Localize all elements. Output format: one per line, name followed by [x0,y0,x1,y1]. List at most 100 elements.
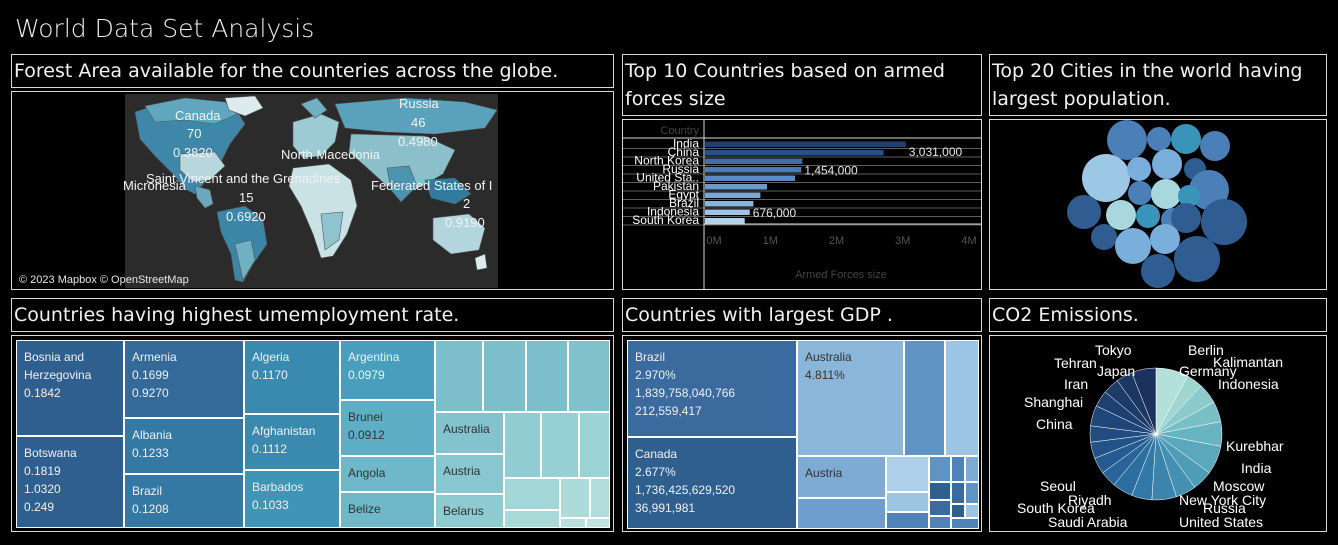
armed-forces-panel[interactable]: Country Armed Forces size India 3,031,000… [622,119,982,290]
city-bubble[interactable] [1174,236,1220,282]
city-bubble[interactable] [1082,154,1130,202]
unemployment-treemap[interactable]: Bosnia and Herzegovina 0.1842 Botswana 0… [16,340,610,528]
co2-pie-chart[interactable] [990,336,1326,531]
treemap-cell-brazil[interactable]: Brazil 2.970% 1,839,758,040,766 212,559,… [627,340,797,437]
armed-forces-bar[interactable] [705,209,750,216]
city-bubble[interactable] [1136,204,1160,228]
world-map[interactable]: Canada 70 0.3820 Russia 46 0.4980 North … [123,94,498,288]
city-bubble[interactable] [1178,185,1200,207]
city-bubble[interactable] [1151,179,1181,209]
treemap-cell[interactable] [951,504,965,518]
treemap-cell[interactable] [886,492,929,512]
treemap-cell-austria[interactable]: Austria [797,456,886,498]
pie-label-russia: Russia [1203,500,1246,516]
city-bubble[interactable] [1106,200,1136,230]
city-bubble[interactable] [1171,203,1201,233]
city-bubble[interactable] [1150,224,1180,254]
city-bubble[interactable] [1152,149,1182,179]
treemap-cell-albania[interactable]: Albania 0.1233 [124,418,244,474]
cities-bubble-chart[interactable] [990,120,1326,289]
city-bubble[interactable] [1128,181,1152,205]
treemap-cell-australia[interactable]: Australia [435,412,504,454]
treemap-cell-australia[interactable]: Australia 4.811% [797,340,904,456]
city-bubble[interactable] [1171,124,1201,154]
treemap-cell[interactable] [886,456,929,492]
treemap-cell[interactable] [929,482,951,500]
armed-forces-bar[interactable] [705,184,768,190]
treemap-cell[interactable] [951,456,965,482]
treemap-cell[interactable] [483,340,526,412]
treemap-cell-algeria[interactable]: Algeria 0.1170 [244,340,340,414]
treemap-cell-bosnia[interactable]: Bosnia and Herzegovina 0.1842 [16,340,124,436]
armed-forces-bar[interactable] [705,218,745,224]
treemap-cell[interactable] [526,340,568,412]
treemap-cell[interactable] [590,478,610,518]
armed-forces-bar[interactable] [705,150,884,156]
pie-slice-japan[interactable] [1131,367,1157,435]
treemap-cell[interactable] [435,340,483,412]
city-bubble[interactable] [1200,131,1230,161]
treemap-cell[interactable] [797,498,886,529]
armed-forces-bar[interactable] [705,201,754,207]
treemap-cell-brazil[interactable]: Brazil 0.1208 [124,474,244,528]
treemap-cell[interactable] [504,478,560,510]
armed-forces-chart[interactable]: Country Armed Forces size India 3,031,000… [623,120,981,289]
city-bubble[interactable] [1127,157,1151,181]
treemap-cell-barbados[interactable]: Barbados 0.1033 [244,470,340,528]
armed-forces-bar[interactable] [705,141,906,148]
treemap-cell[interactable] [965,504,979,518]
treemap-cell-belize[interactable]: Belize [340,492,435,528]
treemap-cell-belarus[interactable]: Belarus [435,494,504,528]
treemap-cell[interactable] [560,478,590,518]
pie-label-germany: Germany [1179,363,1237,379]
treemap-cell[interactable] [929,456,951,482]
treemap-cell-afghanistan[interactable]: Afghanistan 0.1112 [244,414,340,470]
treemap-cell[interactable] [965,482,979,504]
gdp-treemap-panel[interactable]: Brazil 2.970% 1,839,758,040,766 212,559,… [622,335,982,532]
treemap-cell[interactable] [504,510,560,528]
treemap-cell[interactable] [951,482,965,504]
treemap-cell-angola[interactable]: Angola [340,456,435,492]
treemap-cell[interactable] [504,412,541,478]
city-bubble[interactable] [1091,224,1117,250]
treemap-cell-argentina[interactable]: Argentina 0.0979 [340,340,435,400]
treemap-cell[interactable] [886,512,929,529]
treemap-cell[interactable] [929,500,951,516]
treemap-cell-botswana[interactable]: Botswana 0.1819 1.0320 0.249 [16,436,124,528]
treemap-cell-brunei[interactable]: Brunei 0.0912 [340,400,435,456]
cities-bubble-panel[interactable] [989,119,1327,290]
treemap-cell-canada[interactable]: Canada 2.677% 1,736,425,629,520 36,991,9… [627,437,797,529]
treemap-cell[interactable] [951,518,979,529]
city-bubble[interactable] [1141,254,1175,288]
armed-forces-bar[interactable] [705,192,761,199]
treemap-cell[interactable] [965,456,979,482]
city-bubble[interactable] [1107,120,1147,160]
treemap-cell[interactable] [568,340,610,412]
treemap-cell[interactable] [929,516,951,529]
map-label-canada-value: 0.3820 [173,145,213,160]
treemap-cell-austria[interactable]: Austria [435,454,504,494]
map-label-svg-name: Saint Vincent and the Grenadines [146,171,341,186]
unemployment-treemap-panel[interactable]: Bosnia and Herzegovina 0.1842 Botswana 0… [11,335,614,532]
gdp-panel-title: Countries with largest GDP . [622,298,982,332]
co2-pie-panel[interactable]: Tokyo Berlin Kalimantan Tehran Japan Ger… [989,335,1327,532]
map-attribution[interactable]: © 2023 Mapbox © OpenStreetMap [19,274,189,286]
treemap-cell[interactable] [904,340,945,456]
treemap-cell-armenia[interactable]: Armenia 0.1699 0.9270 [124,340,244,418]
armed-forces-bar[interactable] [705,158,803,165]
bar-category-label: United Sta.. [636,171,699,185]
forest-map-panel[interactable]: Canada 70 0.3820 Russia 46 0.4980 North … [11,91,614,290]
city-bubble[interactable] [1115,228,1151,264]
treemap-cell[interactable] [560,518,586,528]
city-bubble[interactable] [1201,199,1247,245]
armed-forces-bar[interactable] [705,175,796,182]
treemap-cell[interactable] [541,412,579,478]
treemap-cell[interactable] [586,518,610,528]
city-bubble[interactable] [1147,127,1171,151]
treemap-cell[interactable] [945,340,979,456]
city-bubble[interactable] [1067,195,1101,229]
armed-forces-bar[interactable] [705,167,802,173]
treemap-cell[interactable] [579,412,610,478]
pie-label-united-states: United States [1179,514,1264,530]
gdp-treemap[interactable]: Brazil 2.970% 1,839,758,040,766 212,559,… [627,340,979,529]
